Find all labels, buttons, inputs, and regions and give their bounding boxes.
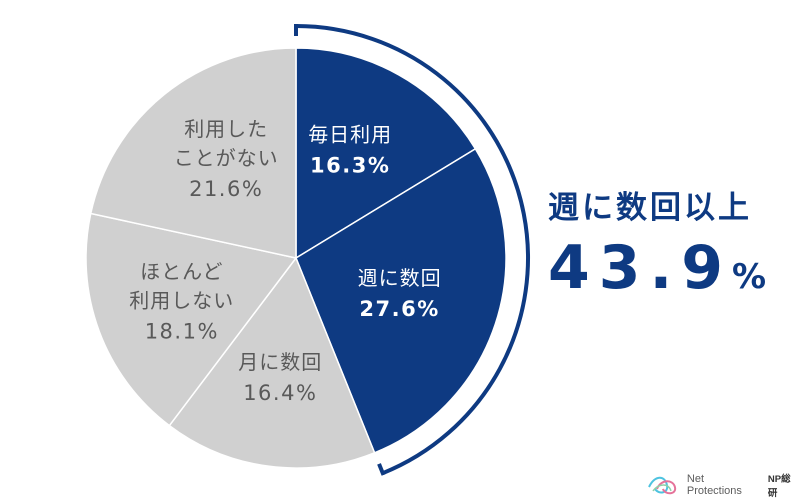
pie-slice-never <box>89 47 297 259</box>
slice-label-monthly: 月に数回 <box>238 350 322 374</box>
slice-value-weekly: 27.6% <box>359 297 439 321</box>
callout-value: 43.9% <box>548 235 788 301</box>
callout-number: 43.9 <box>548 233 733 303</box>
slice-label-rarely: ほとんど <box>140 259 223 283</box>
slice-label-never: ことがない <box>174 146 279 170</box>
slice-value-monthly: 16.4% <box>243 381 317 405</box>
pie-slices <box>85 47 507 469</box>
slice-value-rarely: 18.1% <box>145 319 219 343</box>
callout-title: 週に数回以上 <box>548 190 752 226</box>
brand-logo: Net Protections NP総研 <box>645 472 800 499</box>
pie-slice-rarely <box>85 212 298 427</box>
slice-value-never: 21.6% <box>189 177 263 201</box>
brand-sub: NP総研 <box>767 474 791 499</box>
pie-slice-daily <box>295 47 477 260</box>
callout: 週に数回以上 43.9% <box>548 182 788 301</box>
pie-slice-monthly <box>168 256 376 469</box>
bracket-arc <box>295 24 531 476</box>
bracket-tick-end <box>377 463 386 476</box>
brand-name: Net Protections <box>686 473 742 497</box>
slice-label-never: 利用した <box>184 117 268 141</box>
slice-value-daily: 16.3% <box>310 153 390 177</box>
logo-mark-icon <box>648 476 677 495</box>
pie-slice-weekly <box>295 147 507 454</box>
slice-label-daily: 毎日利用 <box>308 122 392 146</box>
slice-label-rarely: 利用しない <box>129 288 234 312</box>
slice-label-weekly: 週に数回 <box>358 266 442 290</box>
callout-unit: % <box>732 257 767 297</box>
weekly-bracket <box>294 24 531 476</box>
